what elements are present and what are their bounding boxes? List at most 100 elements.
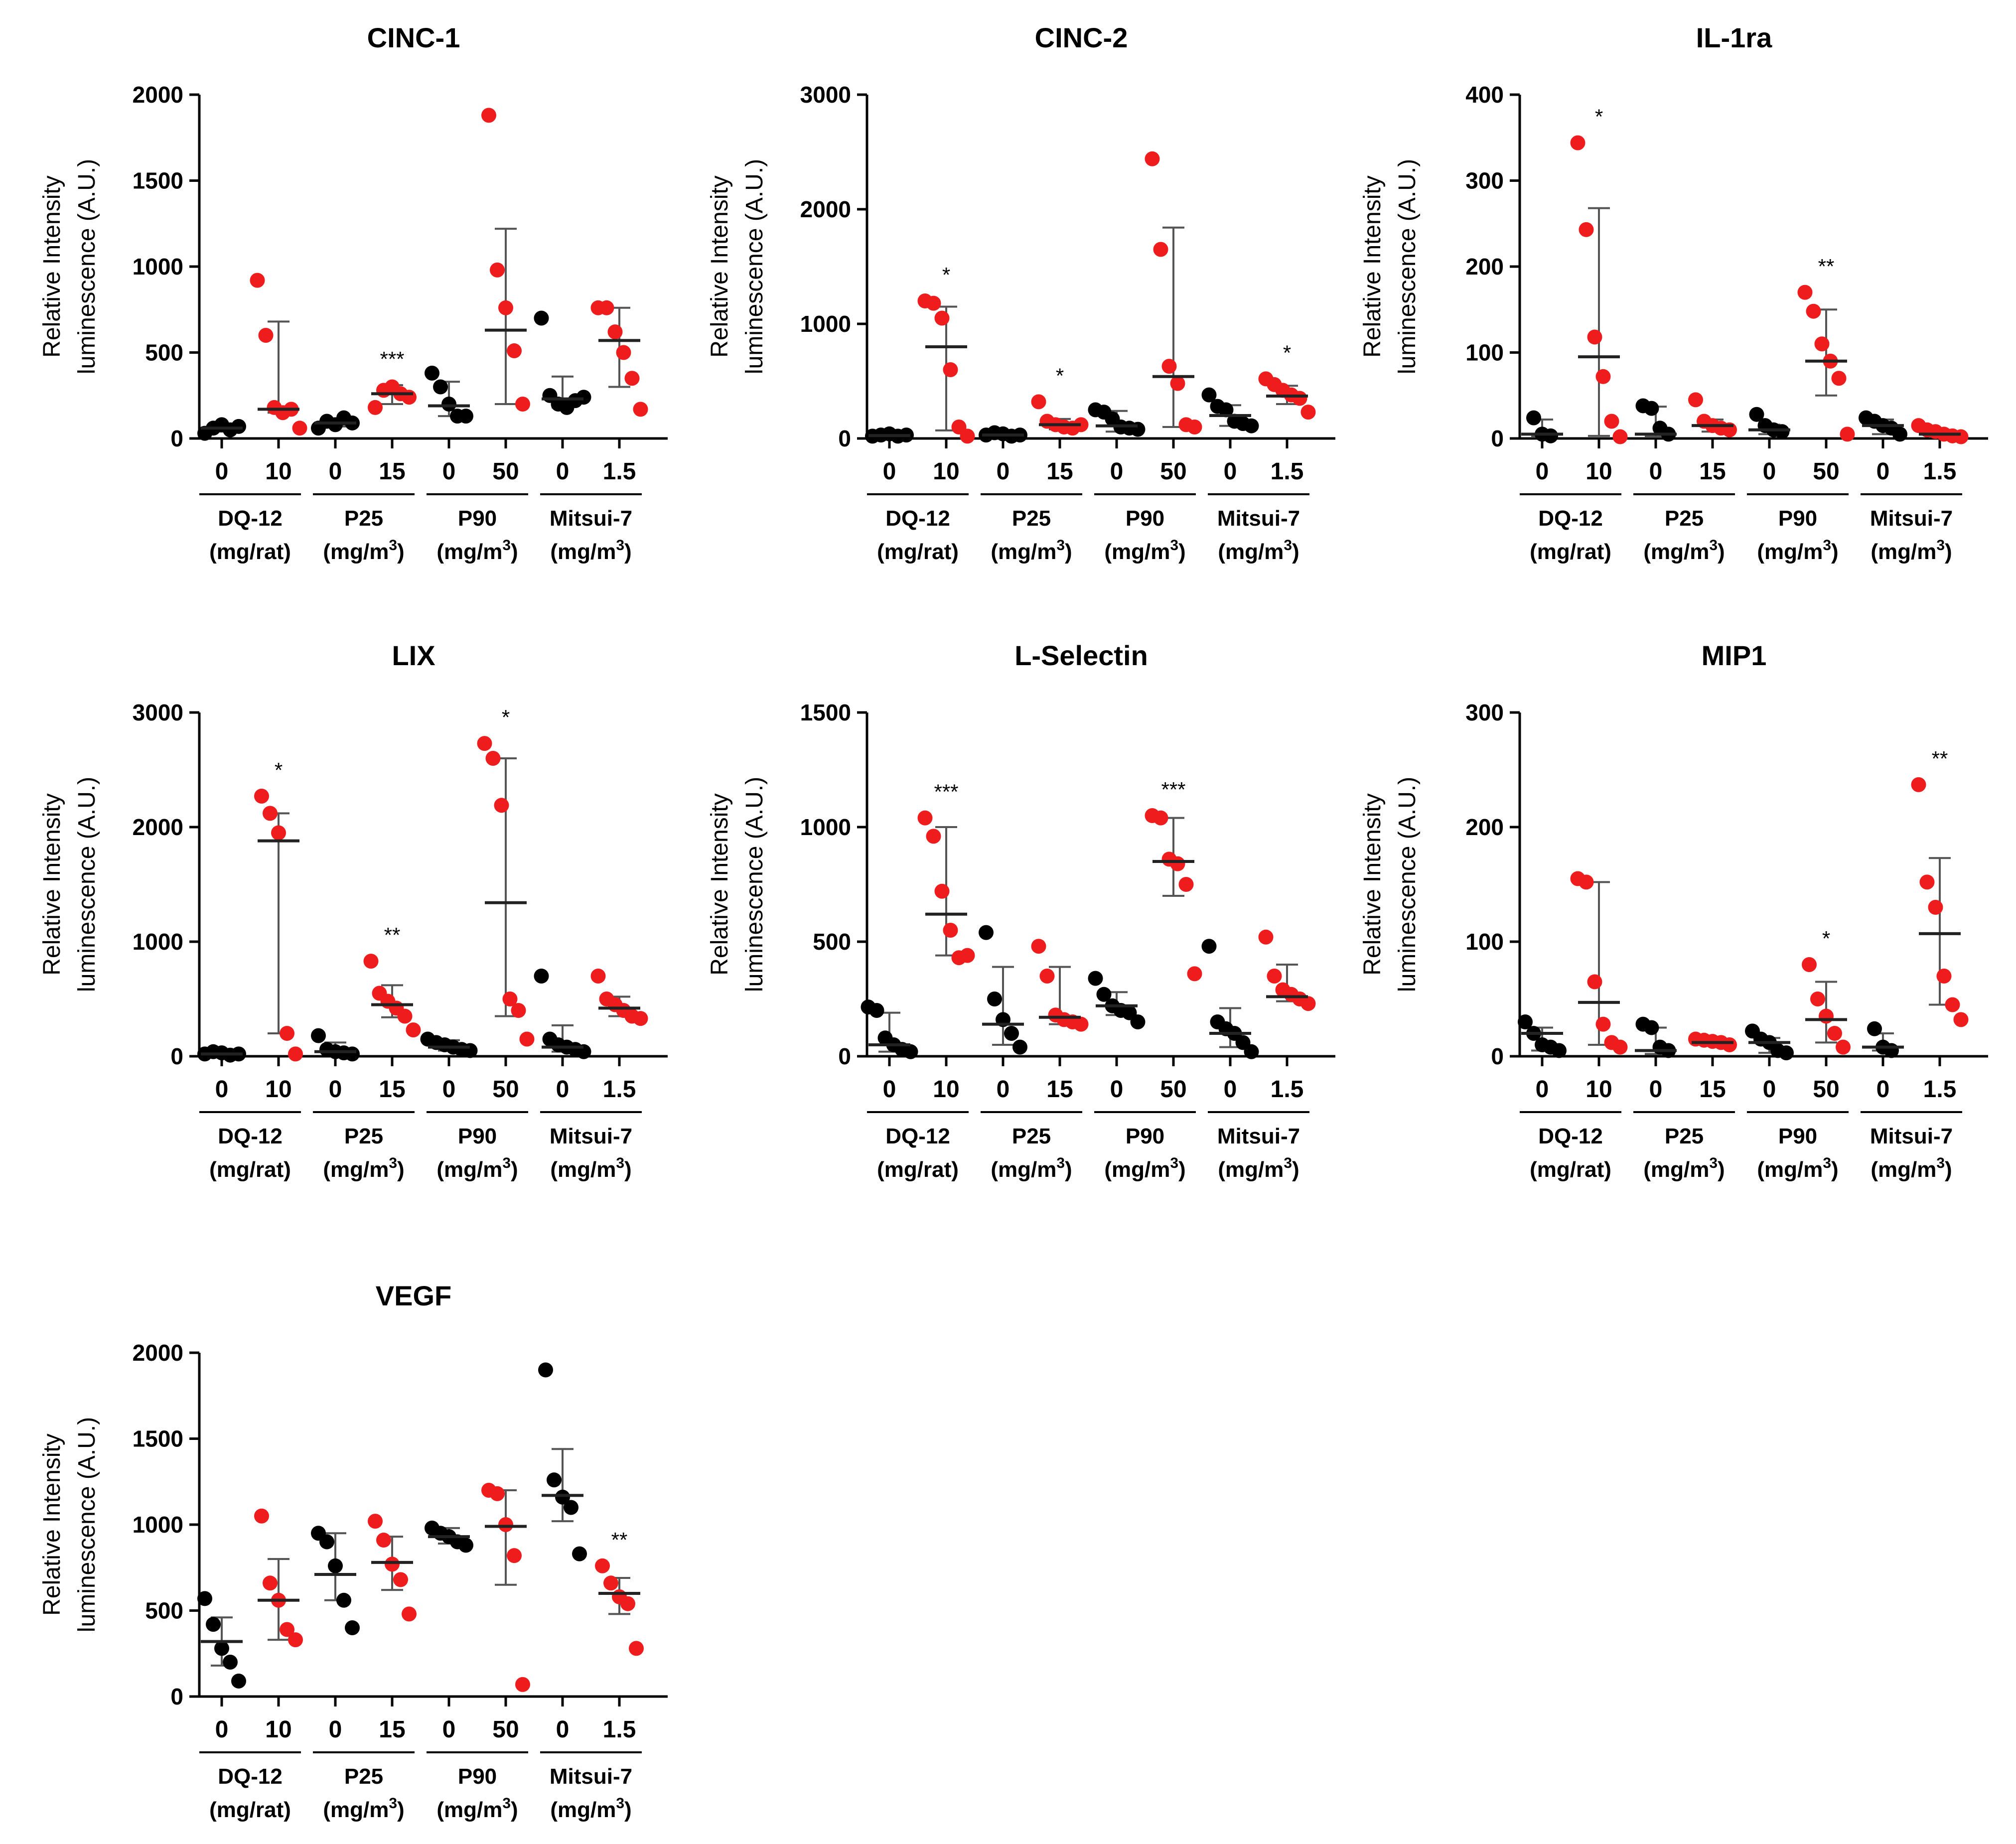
y-axis-label: luminescence (A.U.) (1394, 777, 1421, 992)
data-point (960, 428, 975, 444)
x-tick-label: 0 (1110, 1076, 1124, 1103)
group-name: P25 (1012, 506, 1051, 531)
group-unit-close: ) (1065, 540, 1072, 564)
group-unit-close: ) (1292, 1157, 1299, 1182)
group-unit-sup: 3 (389, 1155, 397, 1171)
data-point (1945, 997, 1960, 1012)
data-point (458, 409, 473, 424)
x-tick-label: 0 (1649, 458, 1663, 485)
data-point (1802, 957, 1817, 972)
group-unit-close: ) (1831, 540, 1839, 564)
data-point (477, 736, 492, 751)
data-point (1749, 407, 1764, 422)
y-tick-label: 500 (145, 1598, 183, 1624)
data-point (328, 1558, 343, 1573)
data-point (494, 798, 509, 813)
panel-il-1ra: IL-1ra Relative Intensity luminescence (A.… (1359, 22, 1988, 564)
data-point (319, 1534, 334, 1550)
data-point (1814, 336, 1830, 352)
data-point (425, 365, 439, 381)
group-unit: (mg/rat) (1530, 540, 1611, 564)
y-axis-label: Relative Intensity (39, 1433, 65, 1616)
data-point (368, 400, 383, 415)
significance-label: *** (1161, 778, 1185, 801)
group-unit: (mg/m3) (436, 1155, 518, 1182)
x-tick-label: 0 (1763, 1076, 1776, 1103)
panel-cinc-2: CINC-2 Relative Intensity luminescence (A.… (707, 22, 1335, 564)
x-tick-label: 0 (215, 458, 229, 485)
y-tick-label: 1500 (800, 700, 851, 725)
x-tick-label: 0 (1224, 458, 1237, 485)
data-point (1300, 996, 1316, 1011)
data-point (1595, 1016, 1611, 1032)
group-unit-text: (mg/rat) (1530, 540, 1611, 564)
data-point (616, 345, 631, 360)
y-tick-label: 1000 (133, 254, 183, 280)
group-unit-text: (mg/m (436, 540, 502, 564)
group-unit: (mg/rat) (1530, 1157, 1611, 1182)
group-unit: (mg/m3) (1757, 1155, 1838, 1182)
group-unit-text: (mg/m (323, 540, 389, 564)
data-point (1073, 417, 1089, 432)
group-unit-text: (mg/rat) (209, 1157, 291, 1182)
data-point (555, 1489, 570, 1505)
group-unit: (mg/m3) (1218, 1155, 1299, 1182)
group-unit-text: (mg/rat) (877, 1157, 959, 1182)
group-name: DQ-12 (885, 506, 950, 531)
y-axis-label: luminescence (A.U.) (741, 159, 768, 374)
significance-label: * (1283, 341, 1291, 364)
panel-cinc-1: CINC-1 Relative Intensity luminescence (A.… (39, 22, 668, 564)
data-point (1031, 939, 1046, 954)
group-unit-close: ) (1718, 540, 1725, 564)
y-axis-label: luminescence (A.U.) (74, 777, 100, 992)
group-unit: (mg/m3) (436, 1795, 518, 1822)
group-name: P90 (1126, 506, 1164, 531)
group-name: P90 (458, 1764, 497, 1789)
x-tick-label: 0 (883, 1076, 896, 1103)
group-unit: (mg/m3) (1104, 1155, 1185, 1182)
data-point (1244, 418, 1259, 433)
x-tick-label: 1.5 (1271, 458, 1304, 485)
x-tick-label: 50 (1813, 458, 1839, 485)
group-name: DQ-12 (1538, 1124, 1603, 1148)
x-tick-label: 0 (215, 1716, 229, 1743)
data-point (1244, 1044, 1259, 1059)
data-point (1810, 992, 1825, 1006)
group-unit-sup: 3 (389, 537, 397, 554)
significance-label: ** (1932, 747, 1948, 770)
group-name: P90 (458, 1124, 497, 1148)
data-point (1928, 900, 1943, 915)
significance-label: * (275, 758, 283, 782)
group-unit-sup: 3 (1284, 1155, 1292, 1171)
group-name: Mitsui-7 (1870, 506, 1953, 531)
x-tick-label: 0 (329, 458, 342, 485)
group-unit-sup: 3 (1170, 1155, 1178, 1171)
significance-label: * (1595, 105, 1603, 129)
group-unit-close: ) (624, 1157, 632, 1182)
data-point (1031, 394, 1046, 410)
data-point (1892, 426, 1907, 442)
data-point (1153, 810, 1168, 826)
group-unit-sup: 3 (502, 537, 511, 554)
data-point (1579, 222, 1594, 237)
data-point (223, 1655, 238, 1670)
y-axis-label: luminescence (A.U.) (1394, 159, 1421, 374)
significance-label: ** (384, 923, 401, 947)
group-unit: (mg/m3) (1218, 537, 1299, 564)
x-tick-label: 15 (1699, 1076, 1726, 1103)
data-point (311, 1028, 326, 1043)
group-unit-text: (mg/m (550, 1157, 616, 1182)
data-point (214, 1641, 229, 1656)
data-point (263, 806, 278, 821)
x-tick-label: 0 (1110, 458, 1124, 485)
data-point (485, 751, 501, 766)
x-tick-label: 0 (329, 1076, 342, 1103)
panel-title: L-Selectin (1014, 640, 1148, 671)
group-unit-text: (mg/m (550, 540, 616, 564)
group-unit-text: (mg/m (1643, 1157, 1709, 1182)
group-unit-text: (mg/m (1104, 1157, 1170, 1182)
group-unit-text: (mg/m (1218, 1157, 1284, 1182)
data-point (1587, 329, 1602, 345)
y-tick-label: 2000 (800, 196, 851, 222)
x-tick-label: 15 (1046, 458, 1073, 485)
